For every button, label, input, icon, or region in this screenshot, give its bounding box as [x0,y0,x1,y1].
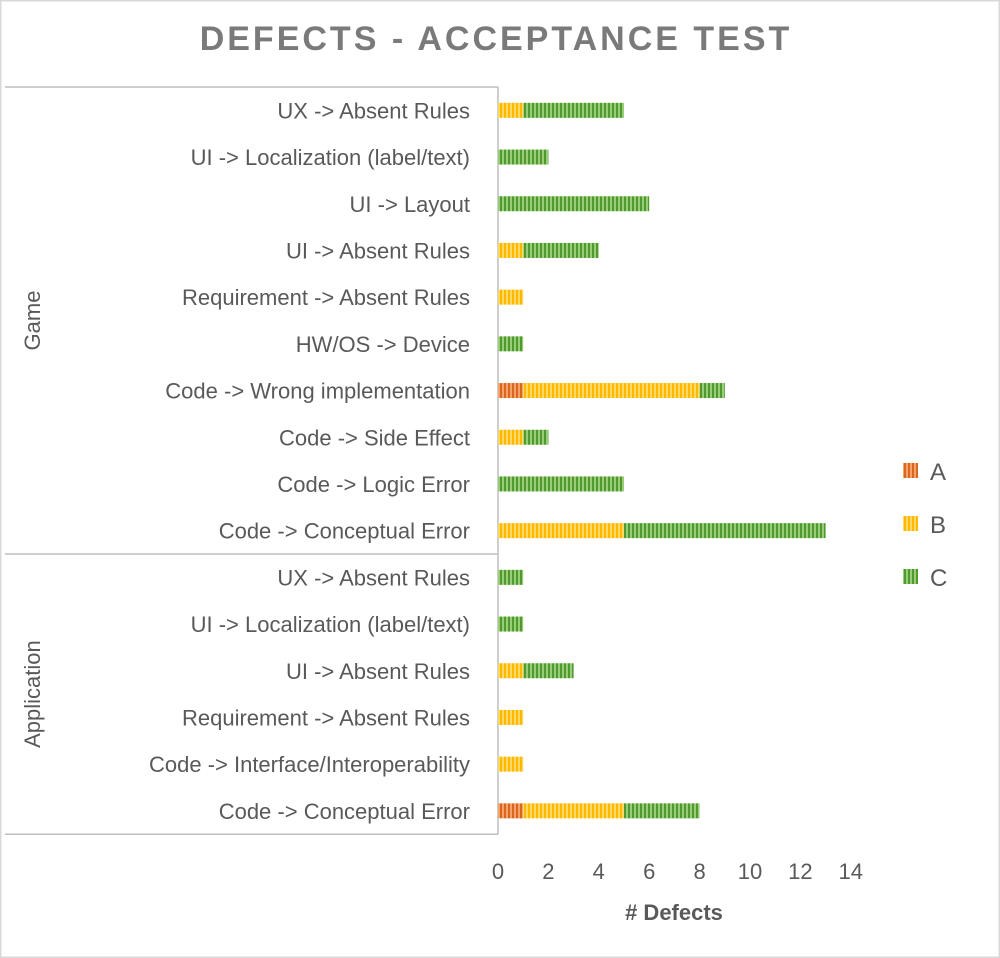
bar-segment-b [498,289,524,305]
bar-segment-b [523,803,624,819]
bar-segment-c [498,196,650,212]
bar-segment-c [699,383,725,399]
category-label: Requirement -> Absent Rules [182,705,470,730]
x-tick-label: 6 [643,859,655,884]
category-label: UI -> Absent Rules [286,238,470,263]
bar-segment-a [498,803,524,819]
bar-segment-b [498,709,524,725]
category-label: Code -> Conceptual Error [219,799,470,824]
category-label: UI -> Localization (label/text) [191,145,470,170]
category-label: UX -> Absent Rules [277,98,470,123]
x-tick-label: 8 [693,859,705,884]
bar-segment-b [498,429,524,445]
chart-title: DEFECTS - ACCEPTANCE TEST [200,20,793,58]
x-tick-label: 4 [593,859,605,884]
bar-segment-c [523,102,624,118]
legend-label-a: A [930,459,946,486]
category-label: Requirement -> Absent Rules [182,285,470,310]
bar-segment-c [523,429,549,445]
bar-segment-c [498,336,524,352]
bar-segment-c [498,149,549,165]
category-label: Code -> Side Effect [279,425,470,450]
category-label: UI -> Absent Rules [286,659,470,684]
legend: ABC [903,459,947,592]
labels-layer: Game Application UX -> Absent Rules UI -> L… [20,98,863,884]
legend-swatch-c [903,569,918,584]
category-label: HW/OS -> Device [296,332,470,357]
x-tick-label: 12 [788,859,812,884]
x-tick-label: 14 [839,859,863,884]
group-label: Application [20,640,45,748]
category-label: UX -> Absent Rules [277,565,470,590]
bar-segment-c [624,523,826,539]
category-label: Code -> Conceptual Error [219,519,470,544]
bar-segment-b [498,242,524,258]
x-axis-title: # Defects [625,900,723,925]
x-tick-label: 2 [542,859,554,884]
bar-segment-c [523,663,574,679]
bar-segment-b [498,756,524,772]
legend-swatch-a [903,463,918,478]
category-label: Code -> Logic Error [277,472,470,497]
bar-segment-b [498,102,524,118]
legend-swatch-b [903,516,918,531]
group-label: Game [20,291,45,351]
bar-segment-a [498,383,524,399]
bar-segment-c [624,803,700,819]
bar-segment-c [523,242,599,258]
category-label: UI -> Layout [350,192,470,217]
bar-segment-c [498,476,624,492]
legend-label-b: B [930,512,946,539]
category-label: Code -> Wrong implementation [165,379,470,404]
bar-segment-c [498,569,524,585]
legend-label-c: C [930,565,947,592]
bar-segment-b [498,523,624,539]
bar-segment-b [523,383,700,399]
x-tick-label: 0 [492,859,504,884]
bars-layer [498,102,826,819]
bar-segment-b [498,663,524,679]
category-label: Code -> Interface/Interoperability [149,752,470,777]
x-tick-label: 10 [738,859,762,884]
bar-segment-c [498,616,524,632]
category-label: UI -> Localization (label/text) [191,612,470,637]
